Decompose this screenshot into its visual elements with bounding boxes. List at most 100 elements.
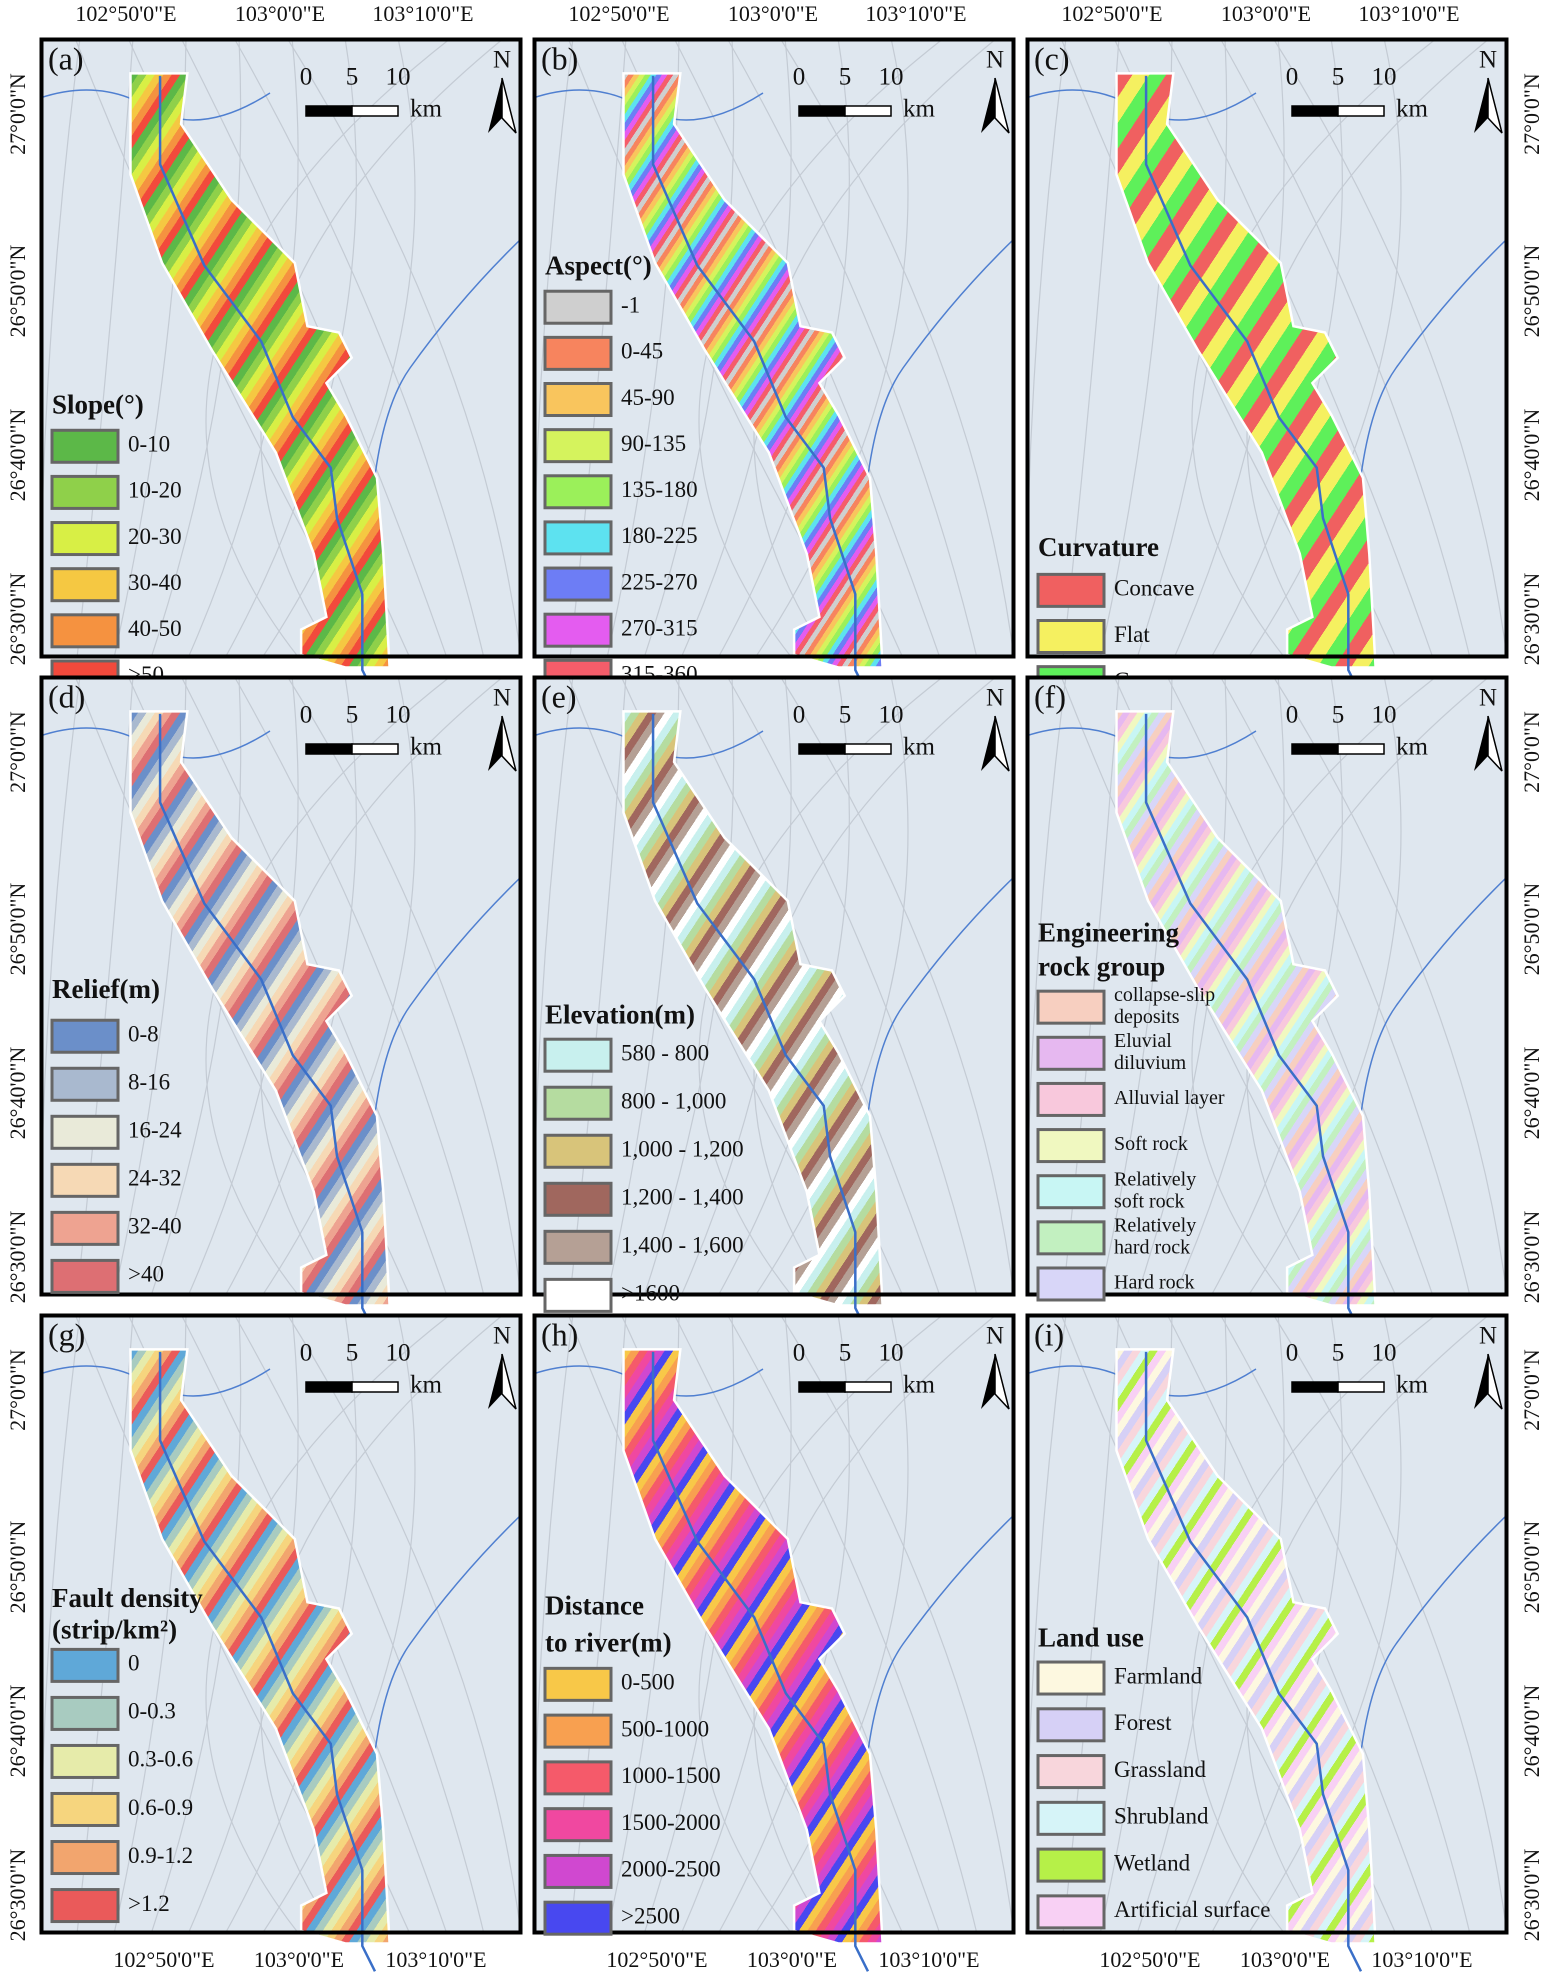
latitude-label: 26°30'0"N (1519, 1849, 1544, 1942)
legend-label: 0.3-0.6 (128, 1747, 193, 1772)
legend-swatch (50, 1888, 120, 1924)
latitude-label: 27°0'0"N (5, 1349, 30, 1431)
legend-label: 0-45 (621, 339, 663, 364)
legend-label: 20-30 (128, 524, 182, 549)
scale-tick-label: 0 (793, 64, 806, 91)
legend-swatch (543, 1760, 613, 1796)
scale-tick-label: 5 (346, 64, 359, 91)
scale-tick-label: 0 (300, 64, 313, 91)
legend-label: 580 - 800 (621, 1040, 709, 1065)
scale-tick-label: 0 (793, 1340, 806, 1367)
scale-segment (844, 105, 892, 117)
terrain-line (233, 675, 485, 1297)
latitude-label: 27°0'0"N (5, 711, 30, 793)
legend-title: Elevation(m) (545, 999, 695, 1029)
legend-swatch (50, 1114, 120, 1150)
scale-segment (798, 1381, 846, 1393)
panel-label: (b) (541, 40, 578, 76)
legend-label: 24-32 (128, 1166, 182, 1191)
scale-unit: km (1396, 96, 1429, 123)
scale-segment (798, 743, 846, 755)
scale-segment (798, 105, 846, 117)
legend-label: 1,200 - 1,400 (621, 1185, 744, 1210)
north-arrow (981, 1354, 995, 1409)
north-arrow (488, 1354, 502, 1409)
legend-label: 270-315 (621, 615, 698, 640)
longitude-label: 102°50'0"E (113, 1947, 214, 1972)
scale-tick-label: 0 (1286, 64, 1299, 91)
legend-label: 8-16 (128, 1070, 170, 1095)
scale-tick-label: 0 (793, 702, 806, 729)
legend-swatch (1036, 1660, 1106, 1696)
legend-label: Relatively (1114, 1214, 1196, 1236)
panel-label: (i) (1034, 1316, 1064, 1352)
legend-swatch (50, 1066, 120, 1102)
panel-border (1025, 37, 1509, 659)
legend-swatch (50, 1840, 120, 1876)
study-area (1115, 1348, 1377, 1945)
longitude-label: 103°0'0"E (728, 1, 818, 26)
legend-swatch (543, 1900, 613, 1936)
panel-border (532, 675, 1016, 1297)
legend-swatch (543, 520, 613, 556)
longitude-label: 103°10'0"E (1371, 1947, 1472, 1972)
legend-swatch (1036, 1266, 1106, 1302)
legend-label: 0 (128, 1651, 140, 1676)
terrain-line (754, 1313, 909, 1935)
legend-swatch (543, 1181, 613, 1217)
scale-tick-label: 10 (1372, 702, 1397, 729)
study-area (622, 1348, 884, 1945)
legend-label: soft rock (1114, 1190, 1185, 1212)
scale-tick-label: 10 (1372, 1340, 1397, 1367)
scale-segment (1337, 1381, 1385, 1393)
longitude-label: 103°10'0"E (865, 1, 966, 26)
legend-swatch (543, 1853, 613, 1889)
legend-label: Grassland (1114, 1757, 1206, 1782)
north-arrow (488, 716, 502, 771)
map-panel: (c)0510kmNCurvatureConcaveFlatConvex (1025, 37, 1509, 701)
legend-title: Distance (545, 1591, 644, 1621)
legend-label: 1,000 - 1,200 (621, 1137, 744, 1162)
north-arrow (1474, 1354, 1488, 1409)
main-river (1144, 75, 1363, 696)
terrain-line (286, 1313, 522, 1935)
longitude-label: 103°10'0"E (385, 1947, 486, 1972)
terrain-line (1099, 1313, 1173, 1935)
terrain-line (1219, 37, 1471, 659)
legend-label: collapse-slip (1114, 984, 1215, 1006)
legend-label: 0-8 (128, 1022, 159, 1047)
legend-label: 1000-1500 (621, 1763, 721, 1788)
terrain-line (76, 675, 134, 1297)
terrain-line (261, 37, 416, 659)
main-river (158, 75, 377, 696)
main-river (651, 713, 870, 1334)
terrain-line (233, 37, 485, 659)
map-panel: (g) 0 5 10 km N Fault density(strip/km²) 0 0-0.3… (39, 1313, 523, 1972)
scale-tick-label: 10 (386, 1340, 411, 1367)
legend-label: -1 (621, 293, 640, 318)
scale-tick-label: 5 (1332, 702, 1345, 729)
legend-title: Relief(m) (52, 974, 160, 1004)
legend-label: >1600 (621, 1281, 680, 1306)
latitude-label: 26°40'0"N (5, 409, 30, 502)
scale-segment (1337, 743, 1385, 755)
scale-segment (351, 1381, 399, 1393)
terrain-line (113, 1313, 187, 1935)
scale-tick-label: 0 (300, 702, 313, 729)
panel-border (39, 675, 523, 1297)
north-arrow (1487, 77, 1503, 134)
longitude-label: 102°50'0"E (75, 1, 176, 26)
legend-label: >1.2 (128, 1891, 170, 1916)
longitude-label: 102°50'0"E (1061, 1, 1162, 26)
panel-label: (d) (48, 678, 85, 714)
scale-segment (844, 743, 892, 755)
legend-title: rock group (1038, 951, 1165, 981)
longitude-label: 103°0'0"E (747, 1947, 837, 1972)
legend-label: 16-24 (128, 1118, 182, 1143)
study-area (622, 72, 884, 669)
legend-label: Forest (1114, 1710, 1172, 1735)
latitude-label: 26°50'0"N (1519, 883, 1544, 976)
terrain-line (606, 1313, 680, 1935)
terrain-line (1247, 37, 1402, 659)
